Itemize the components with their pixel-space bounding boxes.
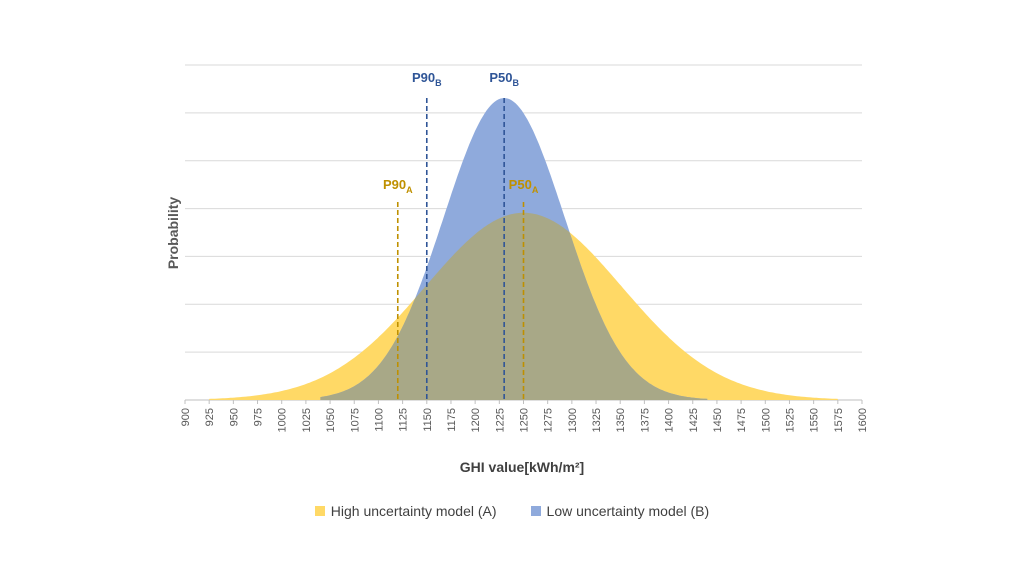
x-axis: 900 925 950 975 1000 1025 1050 1075 1100 1125 1150… — [180, 400, 869, 432]
x-tick-label: 1125 — [398, 408, 410, 432]
x-axis-label: GHI value[kWh/m²] — [460, 459, 584, 475]
x-tick-label: 1225 — [494, 408, 506, 432]
x-tick-label: 1250 — [519, 408, 531, 432]
legend-item-low-uncertainty[interactable]: Low uncertainty model (B) — [530, 503, 710, 519]
marker-label-p50-b: P50B — [489, 70, 519, 88]
x-tick-label: 1375 — [639, 408, 651, 432]
x-tick-label: 1050 — [325, 408, 337, 432]
x-tick-label: 900 — [180, 408, 192, 426]
legend-label-high: High uncertainty model (A) — [330, 503, 497, 519]
x-tick-label: 1450 — [712, 408, 724, 432]
x-tick-label: 1150 — [422, 408, 434, 432]
x-tick-label: 1075 — [349, 408, 361, 432]
x-tick-label: 1575 — [833, 408, 845, 432]
x-tick-label: 925 — [204, 408, 216, 426]
x-tick-label: 1325 — [591, 408, 603, 432]
marker-label-p90-b: P90B — [412, 70, 442, 88]
percentile-markers: P90B P50B P90A P50A — [383, 70, 539, 400]
legend-item-high-uncertainty[interactable]: High uncertainty model (A) — [314, 503, 497, 519]
x-tick-label: 1025 — [301, 408, 313, 432]
x-tick-label: 975 — [253, 408, 265, 426]
legend-swatch-high — [314, 506, 325, 516]
marker-label-p90-a: P90A — [383, 177, 413, 195]
x-tick-label: 1400 — [664, 408, 676, 432]
x-tick-label: 1275 — [543, 408, 555, 432]
legend-label-low: Low uncertainty model (B) — [546, 503, 710, 519]
legend-swatch-low — [530, 506, 541, 516]
x-tick-label: 1000 — [277, 408, 289, 432]
x-tick-label: 1350 — [615, 408, 627, 432]
x-tick-label: 1550 — [809, 408, 821, 432]
area-overlap — [320, 212, 708, 400]
x-tick-label: 1100 — [373, 408, 385, 432]
x-tick-label: 950 — [228, 408, 240, 426]
legend: High uncertainty model (A) Low uncertain… — [0, 503, 1024, 519]
x-tick-label: 1500 — [760, 408, 772, 432]
marker-label-p50-a: P50A — [509, 177, 539, 195]
x-tick-label: 1525 — [784, 408, 796, 432]
x-tick-label: 1425 — [688, 408, 700, 432]
y-axis-label: Probability — [165, 197, 181, 270]
x-tick-label: 1475 — [736, 408, 748, 432]
x-tick-label: 1200 — [470, 408, 482, 432]
x-tick-label: 1175 — [446, 408, 458, 432]
x-tick-label: 1600 — [857, 408, 869, 432]
x-tick-label: 1300 — [567, 408, 579, 432]
